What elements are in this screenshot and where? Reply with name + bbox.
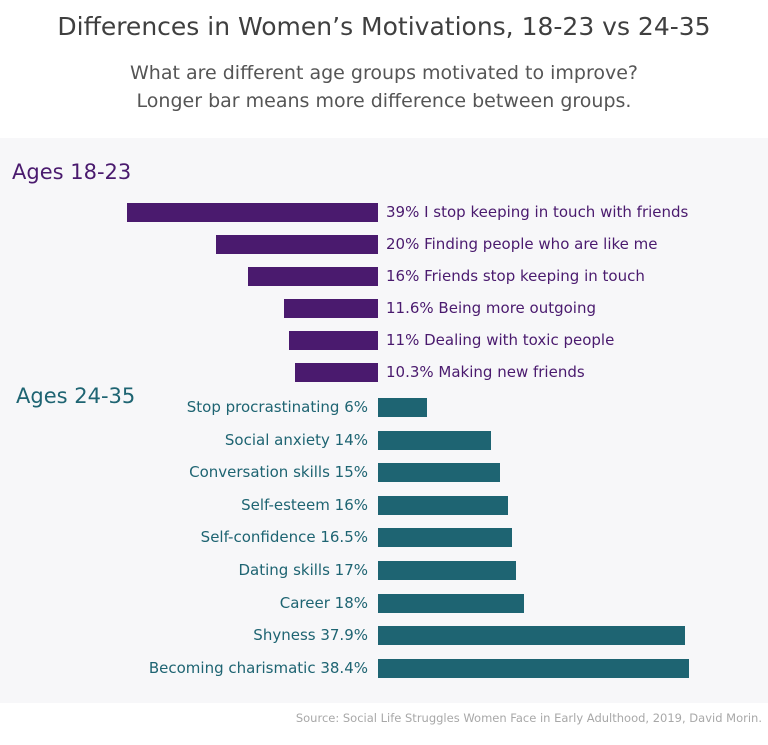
bar-label: Becoming charismatic 38.4% [148, 658, 368, 677]
bar-label: 16% Friends stop keeping in touch [386, 267, 645, 285]
bar-label: 20% Finding people who are like me [386, 235, 658, 253]
bar-18-23-2 [248, 267, 378, 286]
bar-18-23-3 [284, 299, 378, 318]
bar-24-35-6 [378, 593, 524, 613]
bar-label: Self-esteem 16% [241, 495, 368, 514]
group-label-24-35: Ages 24-35 [16, 384, 136, 408]
bar-label: Self-confidence 16.5% [200, 528, 368, 547]
chart-subtitle-line-2: Longer bar means more difference between… [136, 90, 632, 112]
bar-label: Social anxiety 14% [224, 430, 368, 449]
bar-24-35-2 [378, 463, 500, 483]
bar-label: Shyness 37.9% [253, 626, 368, 645]
source-note: Source: Social Life Struggles Women Face… [295, 711, 762, 725]
bar-24-35-8 [378, 658, 690, 678]
bar-24-35-1 [378, 430, 492, 450]
bar-label: 39% I stop keeping in touch with friends [386, 203, 689, 221]
bar-24-35-5 [378, 561, 516, 580]
bar-label: Stop procrastinating 6% [186, 398, 368, 416]
bar-18-23-1 [216, 235, 378, 254]
bar-18-23-5 [294, 363, 378, 382]
bar-24-35-7 [378, 626, 685, 646]
bar-18-23-0 [127, 203, 378, 222]
chart-title: Differences in Women’s Motivations, 18-2… [57, 12, 711, 41]
bar-label: 11.6% Being more outgoing [386, 299, 596, 317]
group-label-18-23: Ages 18-23 [12, 160, 132, 184]
bar-24-35-3 [378, 495, 508, 515]
plot-area [0, 138, 768, 703]
bar-24-35-4 [378, 528, 512, 548]
bar-label: 10.3% Making new friends [386, 363, 585, 381]
bar-label: 11% Dealing with toxic people [386, 331, 615, 349]
bar-18-23-4 [288, 331, 378, 350]
bar-label: Career 18% [279, 593, 368, 612]
bar-label: Conversation skills 15% [189, 463, 368, 482]
bar-label: Dating skills 17% [238, 561, 368, 579]
chart-subtitle-line-1: What are different age groups motivated … [130, 62, 638, 84]
bar-24-35-0 [378, 398, 427, 417]
